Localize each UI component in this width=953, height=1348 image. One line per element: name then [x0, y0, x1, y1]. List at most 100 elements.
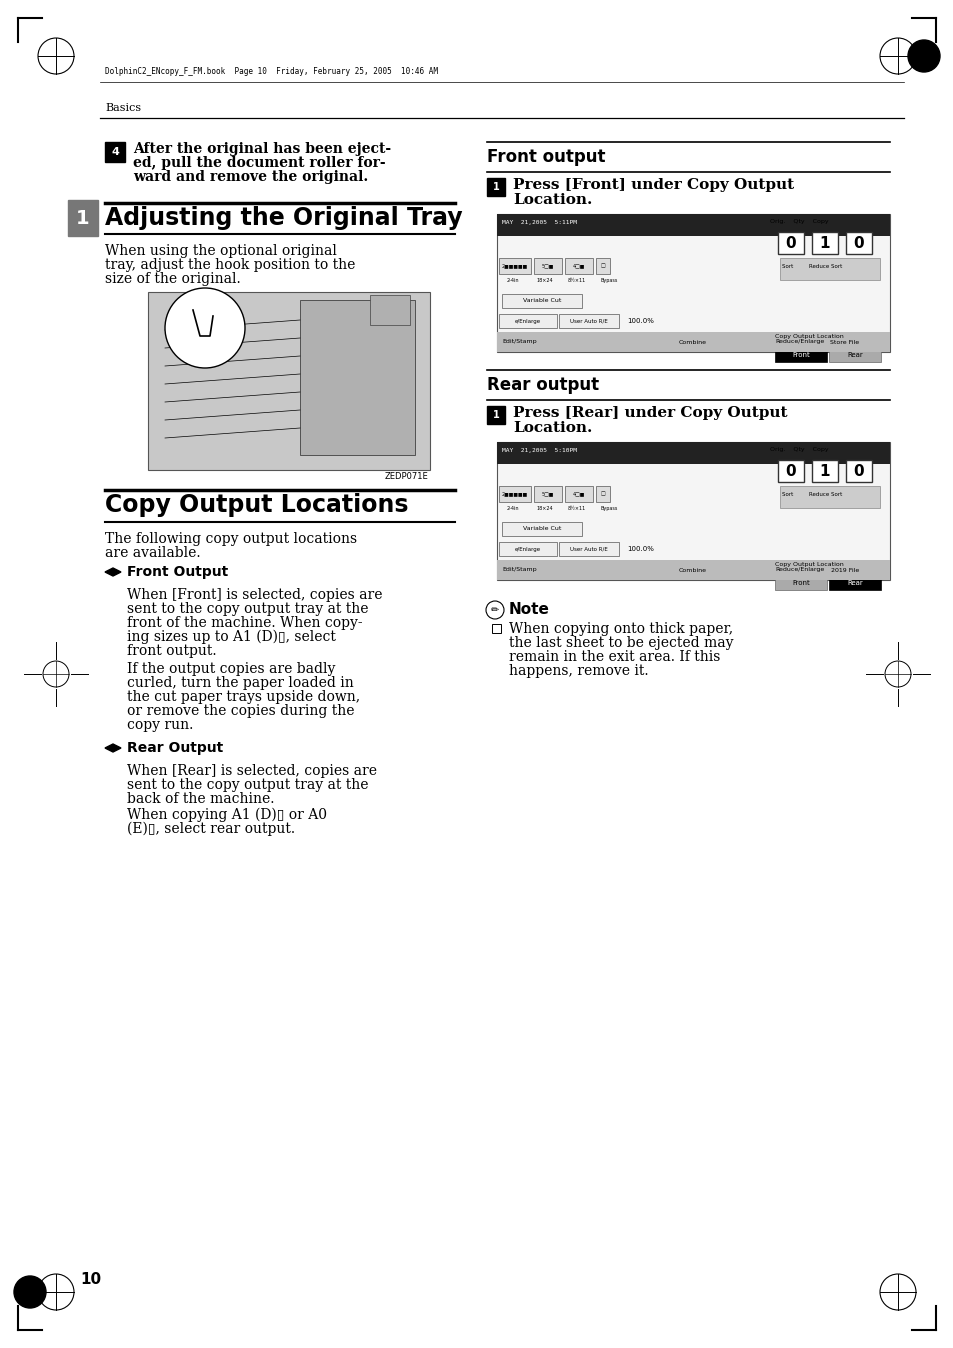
Text: 100.0%: 100.0%: [626, 318, 653, 324]
Text: DolphinC2_ENcopy_F_FM.book  Page 10  Friday, February 25, 2005  10:46 AM: DolphinC2_ENcopy_F_FM.book Page 10 Frida…: [105, 67, 437, 77]
Text: Copy Output Locations: Copy Output Locations: [105, 493, 408, 518]
FancyBboxPatch shape: [498, 314, 557, 328]
Text: Press [Rear] under Copy Output: Press [Rear] under Copy Output: [513, 406, 786, 421]
Text: sent to the copy output tray at the: sent to the copy output tray at the: [127, 778, 368, 793]
Text: Basics: Basics: [105, 102, 141, 113]
Text: back of the machine.: back of the machine.: [127, 793, 274, 806]
Text: After the original has been eject-: After the original has been eject-: [132, 142, 391, 156]
FancyBboxPatch shape: [497, 214, 889, 352]
FancyBboxPatch shape: [778, 460, 803, 483]
Text: Front: Front: [791, 580, 809, 586]
Text: Adjusting the Original Tray: Adjusting the Original Tray: [105, 206, 462, 231]
FancyBboxPatch shape: [497, 442, 889, 580]
Text: 1: 1: [492, 410, 498, 421]
FancyBboxPatch shape: [845, 460, 871, 483]
FancyBboxPatch shape: [148, 293, 430, 470]
Text: 10: 10: [80, 1273, 101, 1287]
Text: □: □: [600, 263, 604, 268]
FancyBboxPatch shape: [68, 200, 98, 236]
Text: Copy Output Location: Copy Output Location: [774, 334, 842, 338]
Text: Orig.    Qty    Copy: Orig. Qty Copy: [769, 218, 828, 224]
FancyBboxPatch shape: [596, 487, 609, 501]
FancyBboxPatch shape: [845, 232, 871, 253]
FancyBboxPatch shape: [558, 542, 618, 555]
FancyBboxPatch shape: [299, 301, 415, 456]
FancyBboxPatch shape: [811, 460, 837, 483]
Text: The following copy output locations: The following copy output locations: [105, 532, 356, 546]
Text: Variable Cut: Variable Cut: [522, 298, 560, 303]
Text: 18×24: 18×24: [537, 506, 553, 511]
Text: 8½×11: 8½×11: [567, 506, 585, 511]
Text: 2-4in: 2-4in: [506, 278, 518, 283]
Text: 1: 1: [819, 236, 829, 251]
Text: Bypass: Bypass: [599, 278, 617, 283]
Text: 4: 4: [111, 147, 119, 156]
Text: curled, turn the paper loaded in: curled, turn the paper loaded in: [127, 675, 354, 690]
Text: ZEDP071E: ZEDP071E: [384, 472, 428, 481]
Text: Sort         Reduce Sort: Sort Reduce Sort: [781, 492, 841, 497]
Text: Edit/Stamp: Edit/Stamp: [501, 340, 536, 345]
Text: 2■■■■■: 2■■■■■: [501, 263, 528, 268]
FancyBboxPatch shape: [534, 487, 561, 501]
Polygon shape: [105, 744, 121, 752]
Text: Rear output: Rear output: [486, 376, 598, 394]
Text: copy run.: copy run.: [127, 718, 193, 732]
Text: 8½×11: 8½×11: [567, 278, 585, 283]
Text: When using the optional original: When using the optional original: [105, 244, 336, 257]
Text: 0: 0: [853, 464, 863, 479]
Text: tray, adjust the hook position to the: tray, adjust the hook position to the: [105, 257, 355, 272]
FancyBboxPatch shape: [492, 624, 500, 634]
FancyBboxPatch shape: [498, 257, 531, 274]
Text: Sort         Reduce Sort: Sort Reduce Sort: [781, 264, 841, 270]
FancyBboxPatch shape: [596, 257, 609, 274]
Text: User Auto R/E: User Auto R/E: [570, 546, 607, 551]
FancyBboxPatch shape: [534, 257, 561, 274]
FancyBboxPatch shape: [778, 232, 803, 253]
Text: MAY  21,2005  5:10PM: MAY 21,2005 5:10PM: [501, 448, 577, 453]
Circle shape: [907, 40, 939, 71]
Text: 5□■: 5□■: [541, 263, 554, 268]
FancyBboxPatch shape: [780, 487, 879, 508]
FancyBboxPatch shape: [828, 576, 880, 590]
Text: Reduce/Enlarge: Reduce/Enlarge: [774, 340, 823, 345]
Text: 2019 File: 2019 File: [830, 568, 859, 573]
Text: 2■■■■■: 2■■■■■: [501, 492, 528, 496]
Text: e/Enlarge: e/Enlarge: [515, 318, 540, 324]
Text: e/Enlarge: e/Enlarge: [515, 546, 540, 551]
Text: Reduce/Enlarge: Reduce/Enlarge: [774, 568, 823, 573]
Text: Rear: Rear: [846, 580, 862, 586]
Text: or remove the copies during the: or remove the copies during the: [127, 704, 355, 718]
FancyBboxPatch shape: [486, 178, 504, 195]
Text: Note: Note: [509, 603, 549, 617]
Text: When [Front] is selected, copies are: When [Front] is selected, copies are: [127, 588, 382, 603]
Text: (E)▯, select rear output.: (E)▯, select rear output.: [127, 822, 294, 836]
Polygon shape: [105, 568, 121, 576]
Text: sent to the copy output tray at the: sent to the copy output tray at the: [127, 603, 368, 616]
Text: Edit/Stamp: Edit/Stamp: [501, 568, 536, 573]
Circle shape: [14, 1277, 46, 1308]
Text: 0: 0: [785, 236, 796, 251]
Text: MAY  21,2005  5:11PM: MAY 21,2005 5:11PM: [501, 220, 577, 225]
Text: 18×24: 18×24: [537, 278, 553, 283]
Circle shape: [165, 288, 245, 368]
Text: the cut paper trays upside down,: the cut paper trays upside down,: [127, 690, 359, 704]
Text: Orig.    Qty    Copy: Orig. Qty Copy: [769, 448, 828, 452]
FancyBboxPatch shape: [774, 348, 826, 363]
Text: size of the original.: size of the original.: [105, 272, 240, 286]
Text: 1: 1: [492, 182, 498, 191]
Text: Location.: Location.: [513, 421, 592, 435]
FancyBboxPatch shape: [501, 294, 581, 307]
FancyBboxPatch shape: [564, 487, 593, 501]
Text: 100.0%: 100.0%: [626, 546, 653, 551]
FancyBboxPatch shape: [501, 522, 581, 537]
FancyBboxPatch shape: [780, 257, 879, 280]
FancyBboxPatch shape: [497, 332, 889, 352]
Text: User Auto R/E: User Auto R/E: [570, 318, 607, 324]
Text: Press [Front] under Copy Output: Press [Front] under Copy Output: [513, 178, 793, 191]
Text: ing sizes up to A1 (D)▯, select: ing sizes up to A1 (D)▯, select: [127, 630, 335, 644]
Text: ✏: ✏: [491, 605, 498, 615]
FancyBboxPatch shape: [774, 576, 826, 590]
Text: If the output copies are badly: If the output copies are badly: [127, 662, 335, 675]
Text: Front Output: Front Output: [127, 565, 228, 580]
Text: 4□■: 4□■: [572, 492, 584, 496]
